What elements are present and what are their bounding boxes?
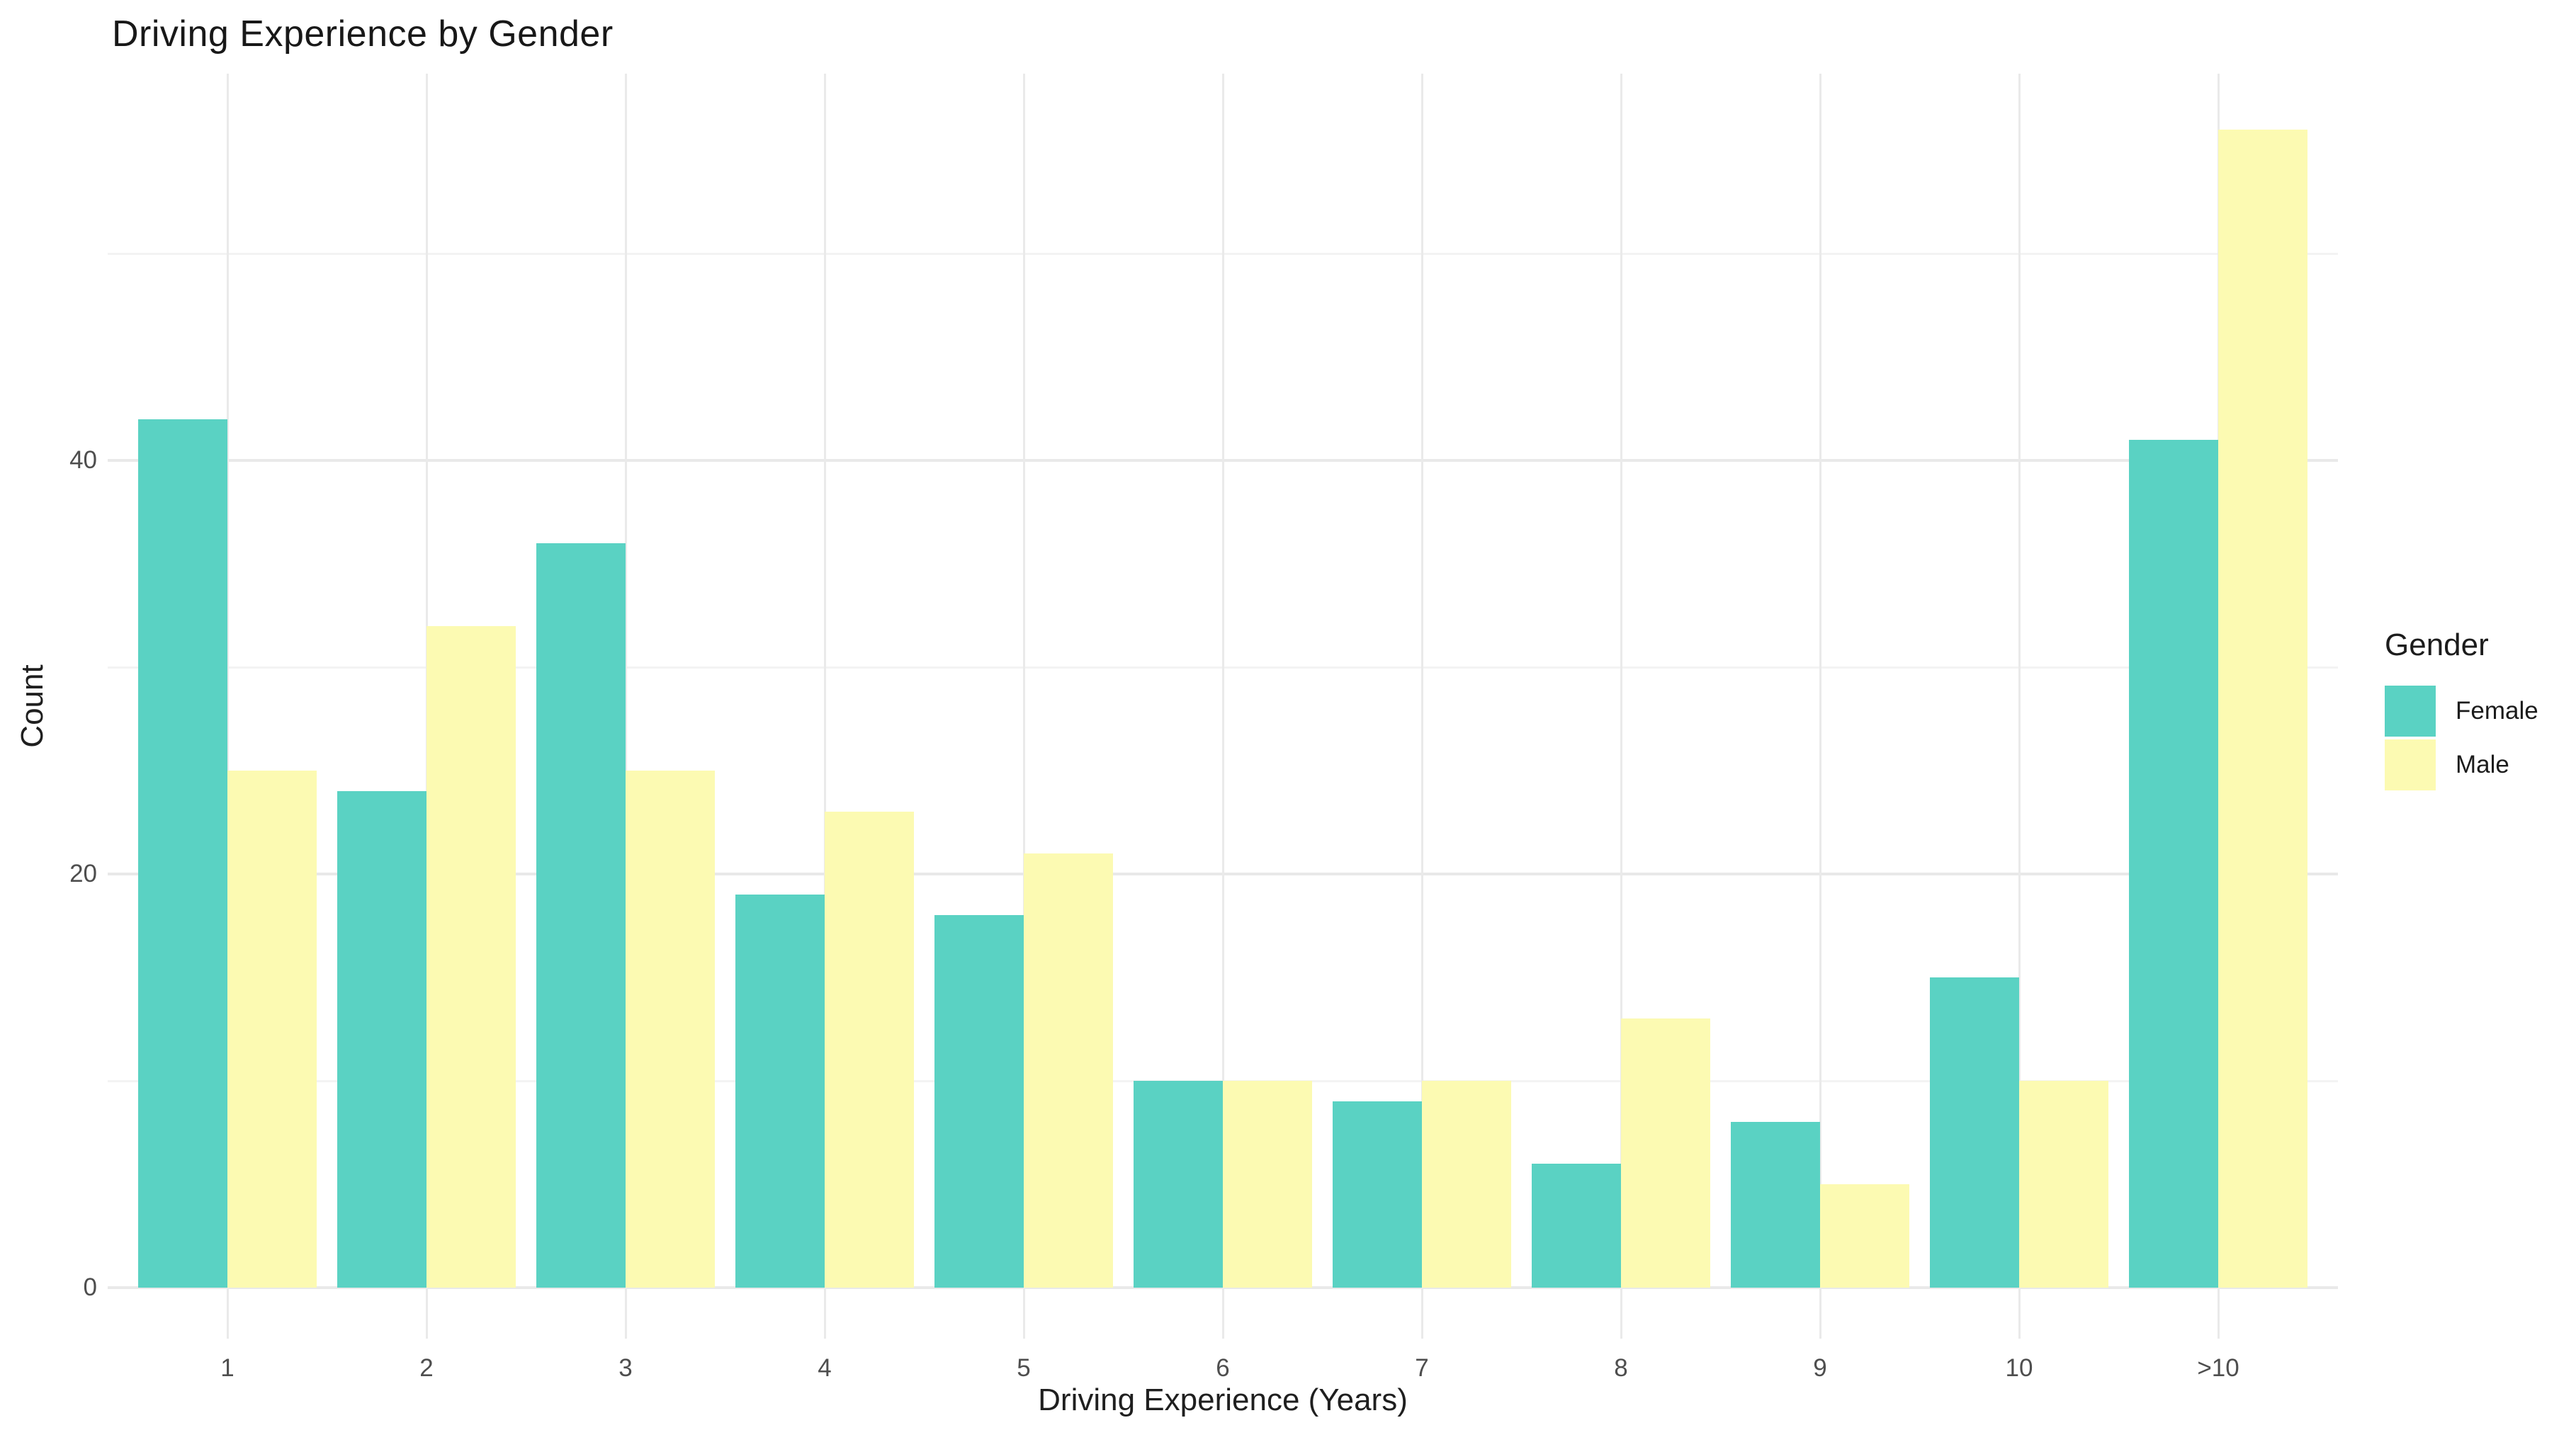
bar-male-4 (825, 812, 914, 1288)
x-tick-label-1: 1 (220, 1354, 235, 1382)
bar-male-2 (426, 626, 516, 1288)
bar-male-5 (1024, 853, 1113, 1288)
legend-rows: Female Male (2385, 686, 2538, 790)
legend-row-male: Male (2385, 739, 2538, 790)
bar-male->10 (2218, 130, 2307, 1288)
gridline-x-6 (1222, 74, 1224, 1339)
x-tick-label-6: 6 (1216, 1354, 1230, 1382)
gridline-x-1 (227, 74, 229, 1339)
x-tick-label-5: 5 (1017, 1354, 1031, 1382)
y-axis-title: Count (15, 664, 50, 748)
bar-male-9 (1820, 1184, 1909, 1288)
x-tick-label-7: 7 (1415, 1354, 1429, 1382)
bar-female-7 (1333, 1101, 1422, 1288)
x-tick-label-4: 4 (818, 1354, 832, 1382)
bar-female-5 (934, 915, 1024, 1288)
x-tick-label-3: 3 (618, 1354, 633, 1382)
y-tick-label-20: 20 (69, 860, 97, 887)
y-tick-label-0: 0 (83, 1273, 97, 1301)
bar-female-4 (735, 895, 825, 1288)
x-tick-label-10: 10 (2005, 1354, 2033, 1382)
x-tick-label->10: >10 (2197, 1354, 2239, 1382)
legend-title: Gender (2385, 628, 2489, 662)
gridline-x-5 (1023, 74, 1025, 1339)
bar-female-3 (536, 543, 626, 1288)
bar-female-1 (138, 419, 227, 1288)
bar-female-10 (1930, 977, 2019, 1288)
x-axis-title: Driving Experience (Years) (1038, 1383, 1408, 1417)
x-tick-label-9: 9 (1813, 1354, 1827, 1382)
y-tick-label-40: 40 (69, 446, 97, 474)
legend: Gender Female Male (2385, 628, 2538, 793)
bar-female-8 (1532, 1164, 1621, 1288)
bar-male-8 (1621, 1018, 1710, 1288)
legend-swatch-male (2385, 739, 2436, 790)
gridline-x-8 (1620, 74, 1622, 1339)
gridline-x-10 (2018, 74, 2021, 1339)
legend-swatch-female (2385, 686, 2436, 737)
bar-female-6 (1134, 1081, 1223, 1288)
gridline-x-3 (625, 74, 627, 1339)
bar-male-7 (1422, 1081, 1511, 1288)
gridline-x-7 (1421, 74, 1423, 1339)
bar-male-1 (227, 771, 317, 1288)
bar-male-6 (1223, 1081, 1312, 1288)
bar-male-10 (2019, 1081, 2108, 1288)
legend-label-male: Male (2456, 751, 2509, 778)
bar-female->10 (2129, 440, 2218, 1288)
bar-male-3 (626, 771, 715, 1288)
x-tick-label-8: 8 (1614, 1354, 1628, 1382)
x-tick-label-2: 2 (419, 1354, 434, 1382)
legend-row-female: Female (2385, 686, 2538, 737)
legend-label-female: Female (2456, 697, 2538, 725)
plot-title: Driving Experience by Gender (112, 13, 614, 55)
bar-female-2 (337, 791, 426, 1288)
gridline-x-9 (1819, 74, 1821, 1339)
bar-female-9 (1731, 1122, 1820, 1288)
gridline-x-4 (824, 74, 826, 1339)
